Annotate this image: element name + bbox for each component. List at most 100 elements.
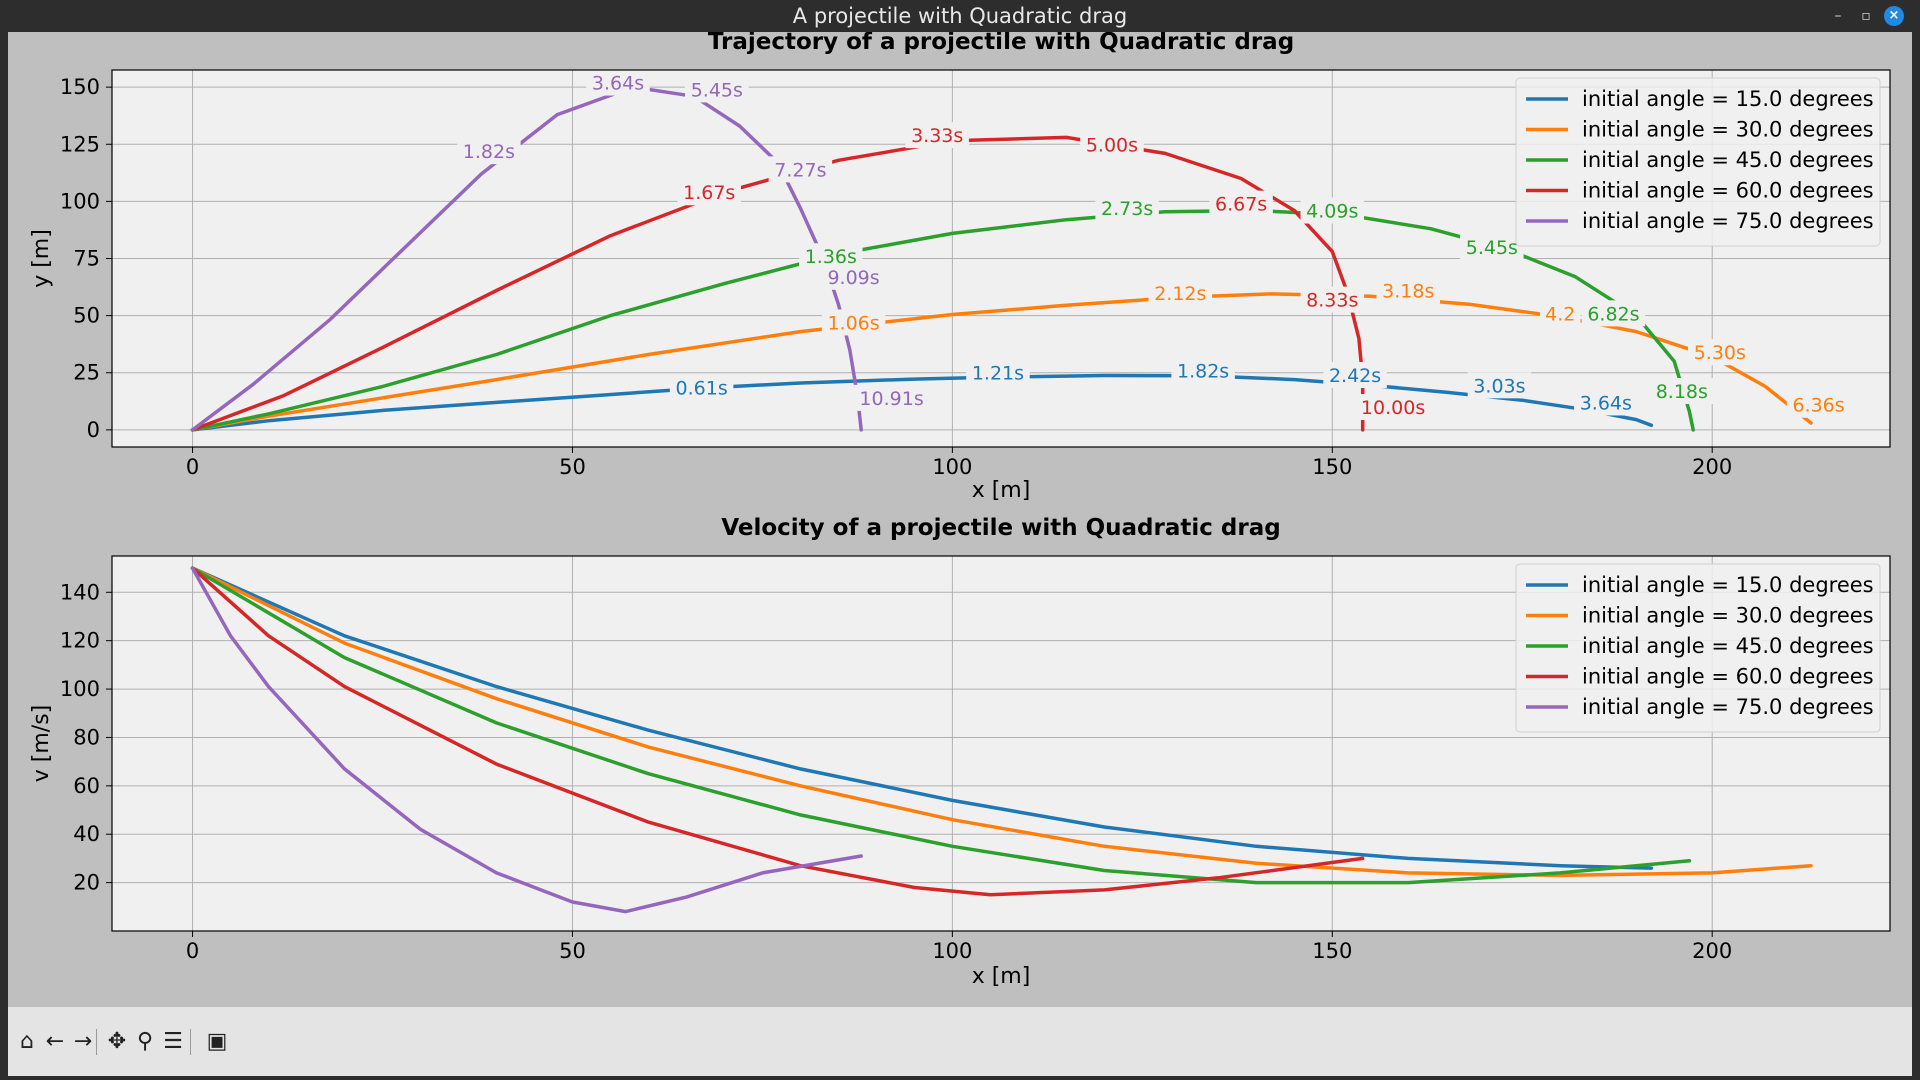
time-label-bg (586, 69, 650, 96)
time-label: 8.18s (1656, 381, 1708, 403)
legend-box (1515, 77, 1881, 247)
close-icon[interactable]: × (1884, 6, 1904, 26)
time-label-bg (685, 76, 749, 103)
time-label-bg (1323, 362, 1387, 389)
time-label-bg (1300, 286, 1365, 313)
y-tick-label: 20 (73, 871, 100, 895)
x-axis-label: x [m] (972, 964, 1031, 989)
time-label-bg (905, 122, 969, 149)
sliders-icon: ☰ (163, 1029, 183, 1054)
time-label-bg (821, 309, 886, 336)
time-label-bg (1300, 197, 1365, 224)
move-icon: ✥ (107, 1029, 127, 1054)
toolbar-separator (190, 1029, 191, 1055)
maximize-icon[interactable]: ▫ (1861, 8, 1871, 24)
x-tick-label: 0 (186, 455, 199, 479)
time-label: 3.64s (1580, 392, 1632, 414)
x-axis-label: x [m] (972, 478, 1031, 503)
series-line-2 (190, 566, 1813, 878)
time-label: 7.27s (774, 159, 826, 181)
time-label: 10.00s (1361, 397, 1425, 419)
legend-entry: initial angle = 45.0 degrees (1582, 634, 1874, 658)
time-label-bg (966, 359, 1030, 386)
legend-entry: initial angle = 15.0 degrees (1582, 87, 1874, 111)
x-tick-label: 50 (559, 455, 586, 479)
time-label: 9.09s (827, 267, 879, 289)
time-label: 6.36s (1792, 395, 1844, 417)
y-tick-label: 120 (60, 629, 100, 653)
time-label: 6.67s (1215, 194, 1267, 216)
time-label: 5.45s (691, 79, 743, 101)
arrow-left-icon: ← (45, 1029, 65, 1054)
time-label-bg (1650, 378, 1714, 405)
y-tick-label: 75 (73, 247, 100, 271)
time-label: 1.36s (805, 246, 857, 268)
legend-entry: initial angle = 15.0 degrees (1582, 573, 1874, 597)
arrow-right-icon: → (73, 1029, 93, 1054)
time-label-bg (1786, 391, 1851, 418)
y-axis-label: y [m] (29, 229, 54, 288)
save-button[interactable]: ▣ (204, 1029, 230, 1055)
home-icon: ⌂ (20, 1029, 34, 1054)
trajectory-chart[interactable]: 0 50 100 150 200 0 25 50 75 100 125 150 0.61s 1.21s 1.… (29, 32, 1891, 503)
time-label: 0.61s (676, 378, 728, 400)
time-label: 3.64s (592, 73, 644, 95)
legend-entry: initial angle = 30.0 degrees (1582, 118, 1874, 142)
configure-button[interactable]: ☰ (160, 1029, 186, 1055)
time-label: 4.2 (1545, 303, 1575, 325)
time-label-bg (1080, 131, 1144, 158)
pan-button[interactable]: ✥ (104, 1029, 130, 1055)
floppy-disk-icon: ▣ (206, 1029, 228, 1054)
y-tick-label: 140 (60, 580, 100, 604)
time-label-bg (677, 179, 741, 206)
zoom-button[interactable]: ⚲ (132, 1029, 158, 1055)
time-label: 1.21s (972, 363, 1024, 385)
axes-frame (111, 555, 1891, 932)
time-label-bg (1581, 300, 1646, 327)
legend-entry: initial angle = 75.0 degrees (1582, 209, 1874, 233)
back-button[interactable]: ← (42, 1029, 68, 1055)
time-label-bg (1539, 300, 1581, 327)
time-label: 3.03s (1473, 375, 1525, 397)
time-label-bg (1148, 279, 1213, 306)
legend-entry: initial angle = 45.0 degrees (1582, 148, 1874, 172)
window-frame-bottom (0, 1076, 1920, 1080)
velocity-chart[interactable]: 0 50 100 150 200 20 40 60 80 100 120 140 initial ang… (29, 515, 1891, 989)
x-tick-label: 100 (932, 939, 972, 963)
time-label-bg (1688, 339, 1752, 366)
y-tick-label: 40 (73, 822, 100, 846)
y-tick-label: 150 (60, 75, 100, 99)
x-tick-label: 150 (1312, 939, 1352, 963)
x-tick-label: 100 (932, 455, 972, 479)
time-label: 1.06s (827, 312, 879, 334)
x-tick-label: 50 (559, 939, 586, 963)
window-frame-right (1912, 32, 1920, 1076)
minimize-icon[interactable]: – (1834, 8, 1842, 24)
navigation-toolbar: ⌂ ← → ✥ ⚲ ☰ ▣ (8, 1007, 1912, 1076)
time-label-bg (1376, 277, 1441, 304)
axes-frame (111, 69, 1891, 448)
y-tick-label: 80 (73, 725, 100, 749)
time-label: 8.33s (1306, 290, 1358, 312)
chart-title: Trajectory of a projectile with Quadrati… (708, 32, 1294, 55)
time-label: 5.00s (1086, 134, 1138, 156)
forward-button[interactable]: → (70, 1029, 96, 1055)
magnifier-icon: ⚲ (136, 1029, 154, 1054)
time-label: 5.45s (1466, 237, 1518, 259)
toolbar-separator (96, 1029, 97, 1055)
time-label-bg (1467, 372, 1532, 399)
time-label-bg (1171, 357, 1235, 384)
time-label: 6.82s (1587, 303, 1639, 325)
time-label: 5.30s (1694, 342, 1746, 364)
series-line-1 (190, 566, 1654, 870)
y-tick-label: 100 (60, 189, 100, 213)
time-label-bg (669, 374, 734, 401)
x-tick-label: 200 (1692, 455, 1732, 479)
title-bar[interactable]: A projectile with Quadratic drag – ▫ × (0, 0, 1920, 32)
chart-title: Velocity of a projectile with Quadratic … (721, 515, 1280, 541)
time-label: 2.73s (1101, 198, 1153, 220)
y-tick-label: 125 (60, 132, 100, 156)
time-label: 1.82s (463, 141, 515, 163)
home-button[interactable]: ⌂ (14, 1029, 40, 1055)
